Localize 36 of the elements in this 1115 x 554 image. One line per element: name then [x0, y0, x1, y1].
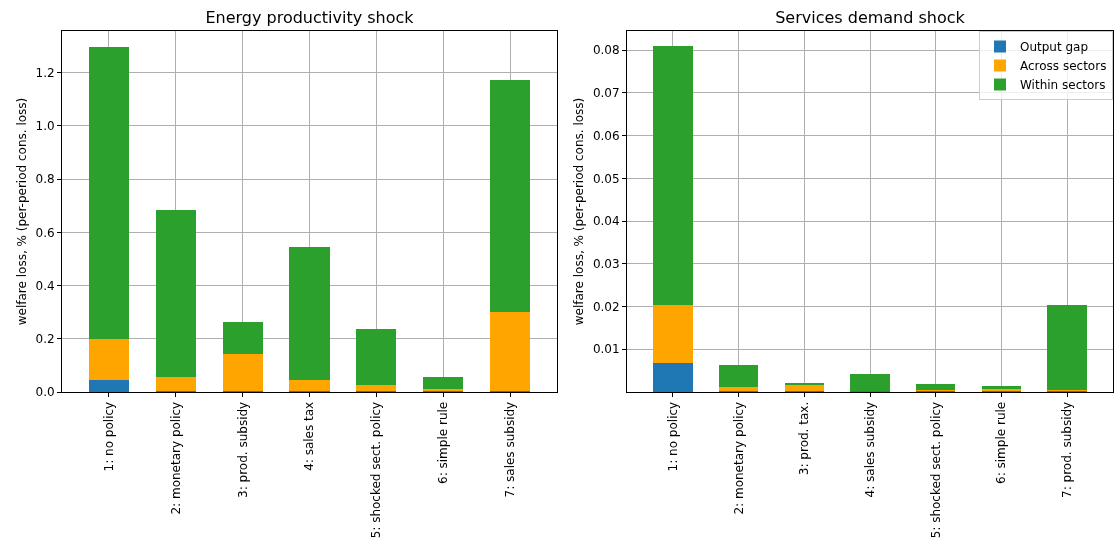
y-axis-title: welfare loss, % (per-period cons. loss) [572, 97, 587, 326]
y-axis-title: welfare loss, % (per-period cons. loss) [14, 97, 29, 326]
y-tick-label: 0.4 [35, 278, 55, 293]
legend-label: Output gap [1020, 40, 1089, 55]
y-tick-label: 0.05 [592, 171, 620, 186]
y-tick-label: 0.07 [592, 86, 620, 101]
y-tick-label: 0.08 [592, 43, 620, 58]
x-tick-label: 2: monetary policy [731, 401, 746, 515]
y-tick-label: 0.06 [592, 128, 620, 143]
y-tick-label: 0.6 [35, 225, 55, 240]
x-tick-label: 3: prod. tax. [797, 401, 812, 476]
legend-label: Within sectors [1020, 78, 1106, 93]
y-tick-label: 1.0 [35, 119, 55, 134]
legend-label: Across sectors [1020, 59, 1107, 74]
y-tick-label: 0.8 [35, 172, 55, 187]
x-tick-label: 4: sales subsidy [862, 401, 877, 498]
y-tick-label: 1.2 [35, 65, 55, 80]
chart-title: Services demand shock [775, 7, 966, 27]
x-tick-label: 7: sales subsidy [503, 401, 518, 498]
x-tick-label: 1: no policy [665, 401, 680, 472]
x-tick-label: 7: prod. subsidy [1059, 401, 1074, 498]
x-tick-label: 4: sales tax [302, 401, 317, 471]
y-tick-label: 0.2 [35, 331, 55, 346]
x-tick-label: 6: simple rule [994, 401, 1009, 484]
y-tick-label: 0.03 [592, 257, 620, 272]
x-tick-label: 5: shocked sect. policy [928, 401, 943, 539]
chart-title: Energy productivity shock [205, 7, 415, 27]
x-tick-label: 6: simple rule [436, 401, 451, 484]
y-tick-label: 0.02 [592, 299, 620, 314]
x-tick-label: 3: prod. subsidy [235, 401, 250, 498]
y-tick-label: 0.01 [592, 342, 620, 357]
x-tick-label: 2: monetary policy [168, 401, 183, 515]
x-tick-label: 5: shocked sect. policy [369, 401, 384, 539]
y-tick-label: 0.04 [592, 214, 620, 229]
x-tick-label: 1: no policy [101, 401, 116, 472]
y-tick-label: 0.0 [35, 385, 55, 400]
